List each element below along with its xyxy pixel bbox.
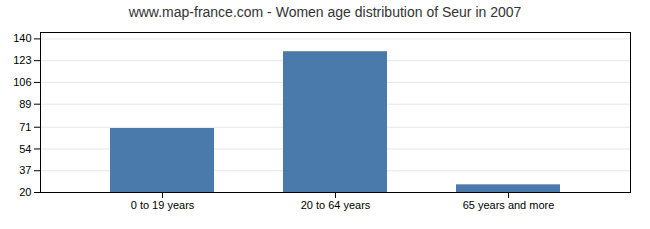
svg-text:123: 123 xyxy=(13,54,31,66)
svg-text:54: 54 xyxy=(19,143,31,155)
svg-text:37: 37 xyxy=(19,164,31,176)
html-text:www.map-france.com - Women age: www.map-france.com - Women age distribut… xyxy=(128,4,522,20)
svg-text:71: 71 xyxy=(19,121,31,133)
svg-text:20: 20 xyxy=(19,186,31,198)
svg-text:0 to 19 years: 0 to 19 years xyxy=(131,199,195,211)
svg-text:106: 106 xyxy=(13,76,31,88)
svg-text:65 years and more: 65 years and more xyxy=(463,199,555,211)
svg-text:89: 89 xyxy=(19,98,31,110)
svg-text:140: 140 xyxy=(13,32,31,44)
svg-text:20 to 64 years: 20 to 64 years xyxy=(301,199,371,211)
